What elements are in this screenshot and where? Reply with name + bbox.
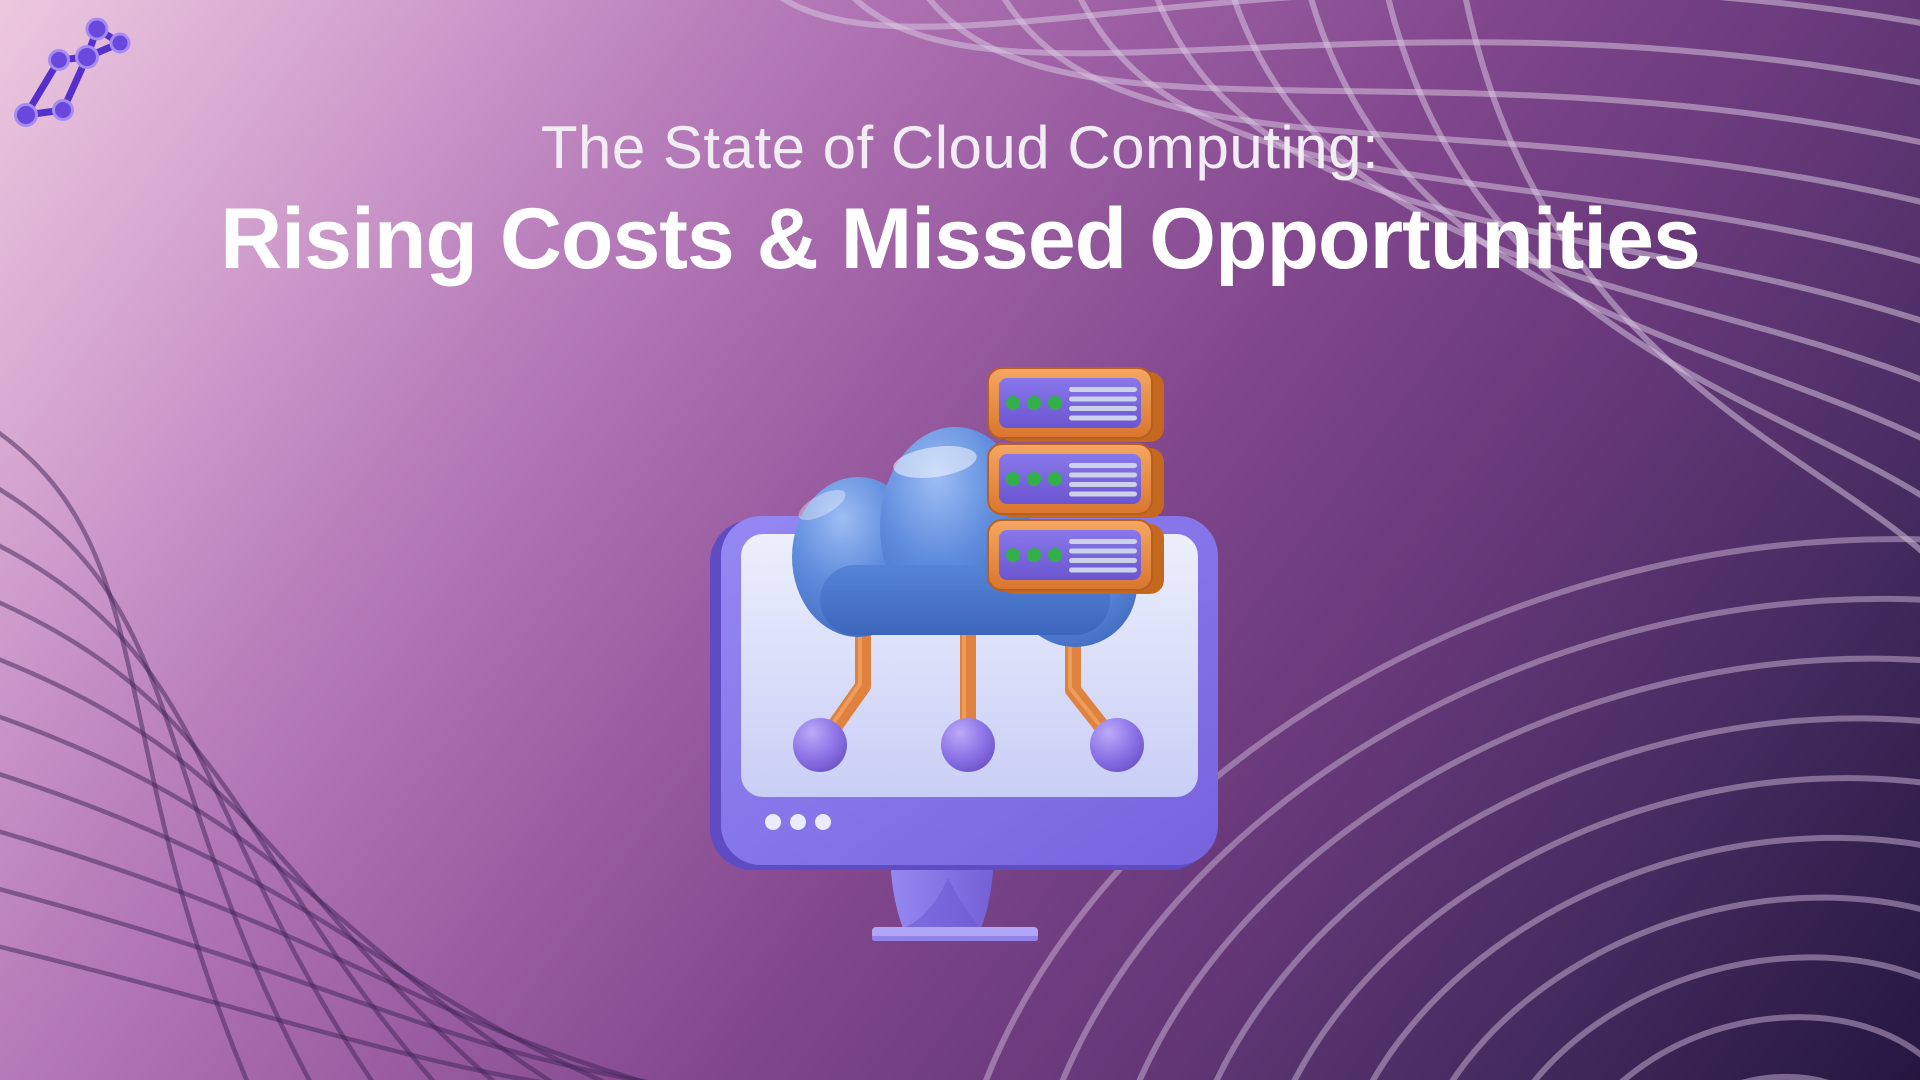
constellation-logo-icon: [14, 17, 131, 127]
server-vent-lines: [1069, 387, 1137, 421]
server-status-dots: [1006, 472, 1062, 486]
server-status-dots: [1006, 396, 1062, 410]
cloud-icon: [792, 427, 1137, 647]
monitor-stand: [872, 858, 1038, 941]
server-vent-lines: [1069, 539, 1137, 573]
server-unit: [987, 519, 1164, 594]
title-block: The State of Cloud Computing: Rising Cos…: [0, 112, 1920, 289]
server-unit: [987, 443, 1164, 518]
server-vent-lines: [1069, 463, 1137, 497]
network-node-middle: [941, 718, 995, 772]
slide-subtitle: Rising Costs & Missed Opportunities: [220, 191, 1701, 287]
contour-lines-bottom-left: [0, 430, 649, 1080]
slide-title: The State of Cloud Computing:: [540, 114, 1380, 181]
server-status-dots: [1006, 548, 1062, 562]
network-node-left: [793, 718, 847, 772]
cloud-computing-illustration: [710, 367, 1218, 941]
connector-line-icons: [819, 584, 1118, 746]
network-node-icons: [793, 718, 1144, 772]
monitor-icon: [710, 516, 1218, 870]
server-rack-icon: [987, 367, 1164, 594]
network-node-right: [1090, 718, 1144, 772]
server-unit: [987, 367, 1164, 442]
contour-lines-bottom-right: [944, 536, 1920, 1080]
monitor-bezel-dots: [765, 814, 831, 830]
